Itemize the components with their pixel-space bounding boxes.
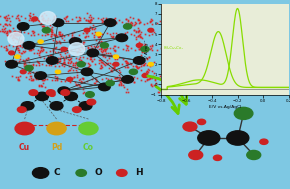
- Circle shape: [35, 72, 46, 79]
- Circle shape: [32, 17, 38, 21]
- Circle shape: [49, 93, 55, 96]
- Text: Co: Co: [83, 143, 94, 152]
- Circle shape: [247, 150, 261, 160]
- Circle shape: [141, 46, 149, 52]
- Circle shape: [46, 57, 58, 64]
- Circle shape: [46, 90, 55, 95]
- Circle shape: [58, 87, 70, 94]
- Circle shape: [42, 28, 50, 33]
- Circle shape: [189, 150, 203, 160]
- Circle shape: [6, 60, 17, 68]
- Circle shape: [15, 122, 34, 135]
- Circle shape: [213, 155, 222, 160]
- Circle shape: [100, 43, 108, 48]
- Circle shape: [148, 63, 153, 66]
- Circle shape: [113, 55, 119, 58]
- Circle shape: [72, 107, 81, 112]
- Circle shape: [84, 28, 90, 32]
- Circle shape: [86, 92, 94, 97]
- Circle shape: [61, 47, 67, 51]
- Text: O: O: [94, 168, 102, 177]
- Circle shape: [47, 122, 66, 135]
- Circle shape: [116, 34, 128, 42]
- Circle shape: [260, 139, 268, 144]
- Circle shape: [32, 168, 49, 178]
- Circle shape: [81, 68, 93, 76]
- Circle shape: [55, 70, 61, 74]
- Circle shape: [15, 55, 20, 58]
- Circle shape: [21, 102, 34, 110]
- Circle shape: [99, 83, 110, 91]
- Circle shape: [227, 131, 249, 145]
- Circle shape: [38, 40, 43, 43]
- Circle shape: [124, 24, 132, 29]
- Circle shape: [29, 90, 38, 95]
- Text: Cu: Cu: [19, 143, 30, 152]
- Y-axis label: J / A mg⁻¹: J / A mg⁻¹: [146, 39, 150, 59]
- Circle shape: [25, 65, 33, 71]
- Circle shape: [198, 131, 220, 145]
- Circle shape: [133, 57, 145, 64]
- Text: H: H: [135, 168, 142, 177]
- Circle shape: [183, 122, 197, 131]
- Text: Pd₁Cu₁Co₁: Pd₁Cu₁Co₁: [164, 46, 183, 50]
- Circle shape: [17, 107, 26, 112]
- Circle shape: [117, 170, 127, 176]
- FancyArrowPatch shape: [148, 76, 187, 104]
- Circle shape: [14, 32, 20, 36]
- Circle shape: [113, 62, 119, 66]
- Circle shape: [104, 19, 116, 26]
- Circle shape: [52, 19, 64, 26]
- Circle shape: [87, 99, 96, 105]
- X-axis label: E/V vs.Ag/AgCl: E/V vs.Ag/AgCl: [209, 105, 241, 109]
- Circle shape: [129, 69, 137, 74]
- Circle shape: [234, 107, 253, 119]
- Circle shape: [36, 92, 48, 101]
- FancyArrowPatch shape: [156, 87, 179, 113]
- Circle shape: [122, 76, 133, 83]
- Circle shape: [9, 51, 14, 55]
- Text: C: C: [54, 168, 60, 177]
- Ellipse shape: [8, 32, 24, 45]
- Circle shape: [87, 49, 99, 57]
- Circle shape: [136, 43, 142, 47]
- Text: Pd: Pd: [51, 143, 62, 152]
- Circle shape: [148, 28, 154, 32]
- Circle shape: [17, 23, 29, 30]
- Circle shape: [106, 81, 114, 86]
- Circle shape: [96, 32, 101, 36]
- Circle shape: [79, 102, 92, 110]
- Ellipse shape: [69, 43, 85, 56]
- Ellipse shape: [40, 12, 56, 24]
- Circle shape: [197, 119, 206, 125]
- Circle shape: [65, 92, 77, 101]
- Circle shape: [20, 70, 26, 74]
- Circle shape: [76, 170, 86, 176]
- Circle shape: [61, 90, 70, 95]
- Circle shape: [23, 42, 35, 49]
- Circle shape: [77, 62, 85, 67]
- Circle shape: [67, 77, 72, 81]
- Circle shape: [70, 38, 81, 45]
- Circle shape: [142, 74, 148, 77]
- Circle shape: [50, 102, 63, 110]
- Circle shape: [79, 122, 98, 135]
